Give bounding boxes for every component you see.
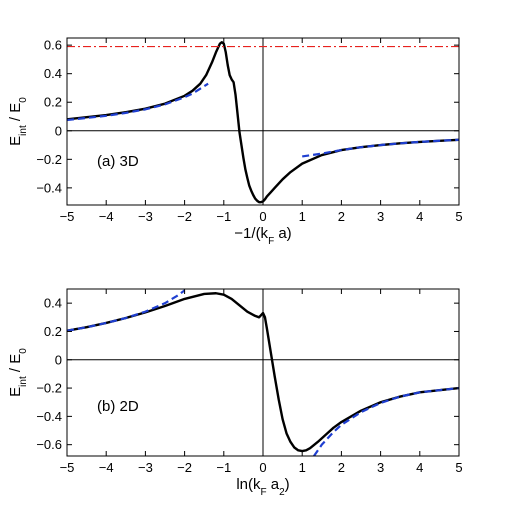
x-tick-label: 5 [455,460,462,475]
series-dashed-1 [67,289,186,332]
x-tick-label: −5 [60,209,75,224]
x-tick-label: 4 [416,460,423,475]
x-tick-label: 3 [377,460,384,475]
x-tick-label: 3 [377,209,384,224]
x-tick-label: 1 [299,209,306,224]
x-tick-label: 2 [338,460,345,475]
y-tick-label: 0.4 [44,66,62,81]
panel-label: (a) 3D [97,153,139,170]
x-tick-label: −1 [216,460,231,475]
x-tick-label: −3 [138,460,153,475]
x-tick-label: 0 [259,209,266,224]
x-tick-label: −4 [99,209,114,224]
y-tick-label: 0.6 [44,38,62,53]
y-tick-label: 0.2 [44,324,62,339]
series-dashed-2 [313,386,459,456]
x-axis-label: ln(kF a2) [236,476,289,498]
series-dashed-2 [302,138,459,158]
x-tick-label: 4 [416,209,423,224]
series-solid-0 [67,292,459,453]
y-tick-label: 0.2 [44,95,62,110]
y-tick-label: 0.4 [44,296,62,311]
x-tick-label: −2 [177,209,192,224]
y-axis-label: Eint / E0 [7,348,29,397]
x-tick-label: −4 [99,460,114,475]
panel-3d: −5 −4 −3 −2 −1 0 1 2 3 4 5 −0.4 −0.2 0 0.2 0.4 0.6 −1/(kF… [7,37,463,247]
y-tick-label: −0.2 [36,381,62,396]
x-tick-label: −1 [216,209,231,224]
x-tick-label: 2 [338,209,345,224]
x-tick-label: −3 [138,209,153,224]
panel-label: (b) 2D [97,398,139,415]
x-tick-label: −5 [60,460,75,475]
x-tick-label: 1 [299,460,306,475]
y-tick-label: 0 [55,123,62,138]
y-tick-label: −0.4 [36,409,62,424]
y-tick-label: 0 [55,352,62,367]
y-tick-label: −0.6 [36,437,62,452]
y-axis-label: Eint / E0 [7,97,29,146]
x-tick-label: −2 [177,460,192,475]
series-dashed-1 [67,82,209,122]
x-axis-label: −1/(kF a) [234,225,291,247]
series-solid-0 [67,41,459,204]
y-tick-label: −0.4 [36,180,62,195]
x-tick-label: 5 [455,209,462,224]
panel-2d: −5 −4 −3 −2 −1 0 1 2 3 4 5 −0.6 −0.4 −0.2 0 0.2 0.4 ln(kF… [7,288,463,498]
y-tick-label: −0.2 [36,152,62,167]
x-tick-label: 0 [259,460,266,475]
